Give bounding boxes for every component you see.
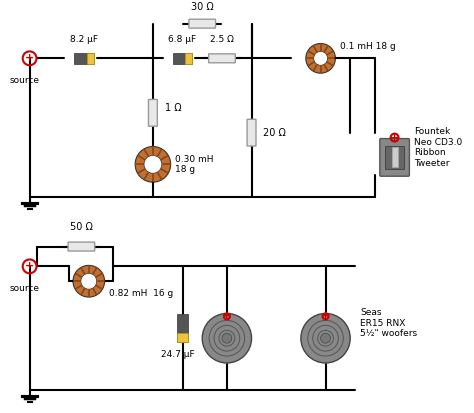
Bar [177,333,188,342]
Text: 20 Ω: 20 Ω [264,128,286,138]
Circle shape [73,266,105,297]
FancyBboxPatch shape [247,119,256,146]
FancyBboxPatch shape [189,19,216,28]
Circle shape [306,43,336,73]
Text: 50 Ω: 50 Ω [70,222,93,232]
Text: 30 Ω: 30 Ω [191,2,214,12]
Text: 24.7 μF: 24.7 μF [161,350,194,359]
Text: source: source [9,284,40,293]
Circle shape [202,313,252,363]
FancyBboxPatch shape [148,100,157,126]
Text: Seas
ER15 RNX
5½" woofers: Seas ER15 RNX 5½" woofers [360,309,417,338]
Text: +: + [390,133,399,142]
Bar [177,314,188,342]
Text: +: + [25,261,34,271]
Circle shape [81,273,97,289]
Text: 6.8 μF: 6.8 μF [168,36,197,45]
Text: 8.2 μF: 8.2 μF [70,36,98,45]
Circle shape [301,313,350,363]
FancyBboxPatch shape [380,139,410,176]
FancyBboxPatch shape [209,54,235,63]
Text: 0.1 mH 18 g: 0.1 mH 18 g [340,42,396,51]
FancyBboxPatch shape [68,242,95,251]
Text: +: + [25,53,34,63]
Bar [173,53,192,64]
Text: 0.30 mH
18 g: 0.30 mH 18 g [174,154,213,174]
Text: +: + [321,311,330,321]
Circle shape [320,333,330,343]
Circle shape [135,147,171,182]
Text: 1 Ω: 1 Ω [165,103,182,113]
Text: 2.5 Ω: 2.5 Ω [210,36,234,45]
Bar [87,53,94,64]
Circle shape [314,51,328,65]
Circle shape [222,333,232,343]
Bar [185,53,192,64]
Text: +: + [222,311,231,321]
Text: source: source [9,76,40,85]
Bar [385,145,404,169]
Text: Fountek
Neo CD3.0
Ribbon
Tweeter: Fountek Neo CD3.0 Ribbon Tweeter [414,127,463,168]
Text: 0.82 mH  16 g: 0.82 mH 16 g [109,289,173,298]
Bar [392,147,398,167]
Bar [74,53,94,64]
Circle shape [144,155,162,173]
